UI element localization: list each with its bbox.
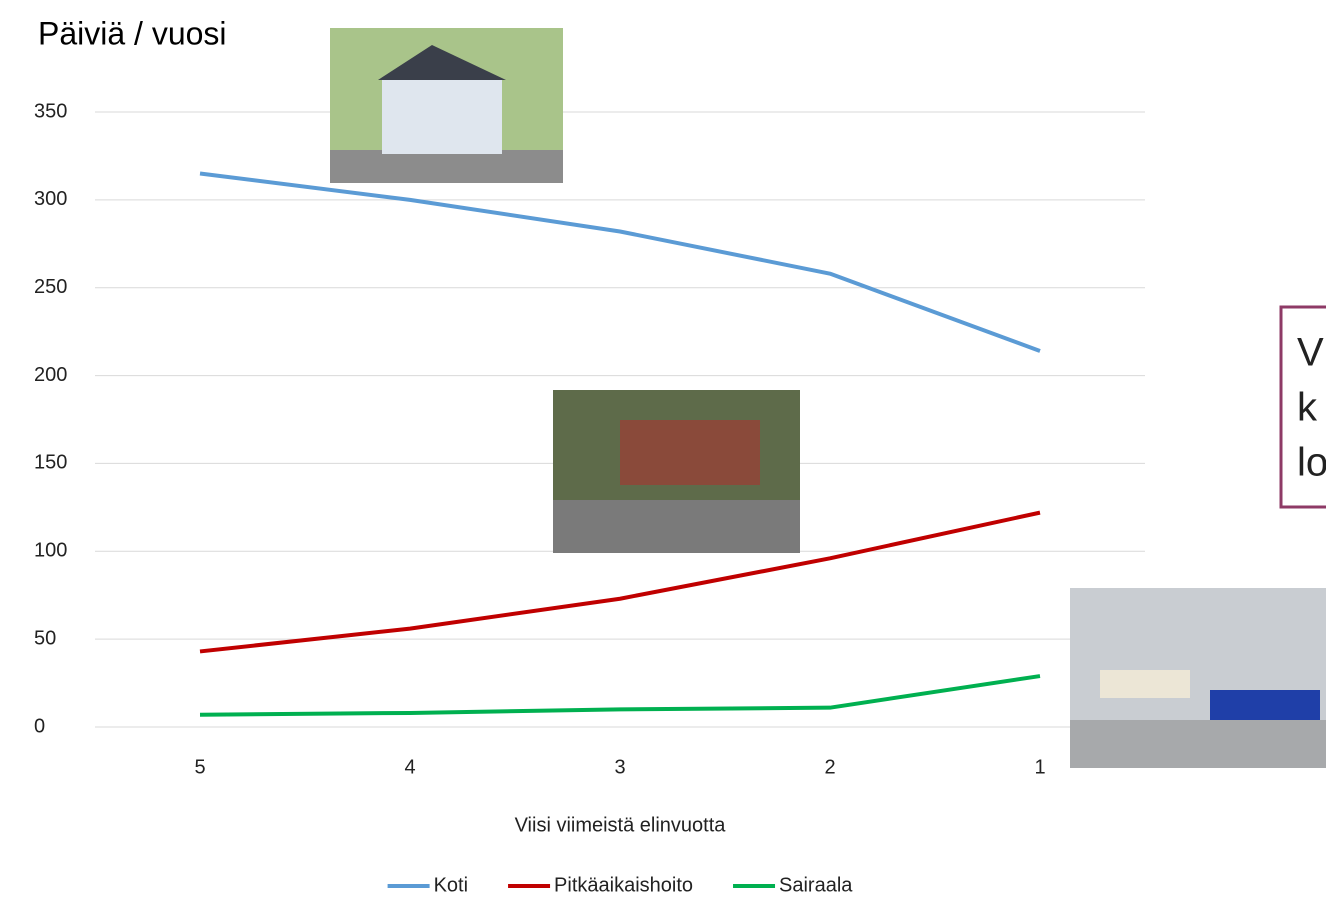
y-tick-label: 150 bbox=[34, 452, 67, 474]
photo-building-wall bbox=[620, 420, 760, 485]
y-tick-label: 350 bbox=[34, 100, 67, 122]
legend-label: Sairaala bbox=[779, 874, 853, 896]
photo-floor bbox=[1070, 720, 1326, 768]
photo-house-wall bbox=[382, 78, 502, 154]
photo-house bbox=[330, 28, 563, 183]
series-line bbox=[199, 674, 1041, 717]
y-tick-label: 50 bbox=[34, 627, 56, 649]
x-tick-label: 1 bbox=[1034, 756, 1045, 778]
series-line bbox=[199, 171, 1041, 353]
photo-bed bbox=[1210, 690, 1320, 720]
y-tick-label: 0 bbox=[34, 715, 45, 737]
plot-area: 0 50 100 150 200 250 300 350 5 4 3 2 1 bbox=[34, 100, 1145, 778]
annotation-line: lo bbox=[1297, 441, 1326, 485]
series-line bbox=[199, 510, 1041, 654]
annotation-line: V bbox=[1297, 331, 1324, 375]
y-tick-label: 200 bbox=[34, 364, 67, 386]
y-tick-label: 250 bbox=[34, 276, 67, 298]
y-tick-label: 300 bbox=[34, 188, 67, 210]
photo-road bbox=[553, 500, 800, 553]
x-axis-label: Viisi viimeistä elinvuotta bbox=[515, 814, 727, 836]
x-tick-label: 2 bbox=[824, 756, 835, 778]
photo-hospital bbox=[1070, 588, 1326, 768]
legend-label: Pitkäaikaishoito bbox=[554, 874, 693, 896]
photo-roof bbox=[378, 45, 506, 80]
x-tick-label: 4 bbox=[404, 756, 415, 778]
y-tick-label: 100 bbox=[34, 540, 67, 562]
legend: Koti Pitkäaikaishoito Sairaala bbox=[387, 874, 853, 896]
x-tick-label: 3 bbox=[614, 756, 625, 778]
annotation-box bbox=[1279, 305, 1326, 509]
photo-bed bbox=[1100, 670, 1190, 698]
photo-building bbox=[553, 390, 800, 553]
legend-label: Koti bbox=[434, 874, 468, 896]
photo-road bbox=[330, 150, 563, 183]
annotation-line: k bbox=[1297, 386, 1318, 430]
x-tick-label: 5 bbox=[194, 756, 205, 778]
chart-title: Päiviä / vuosi bbox=[38, 15, 227, 51]
